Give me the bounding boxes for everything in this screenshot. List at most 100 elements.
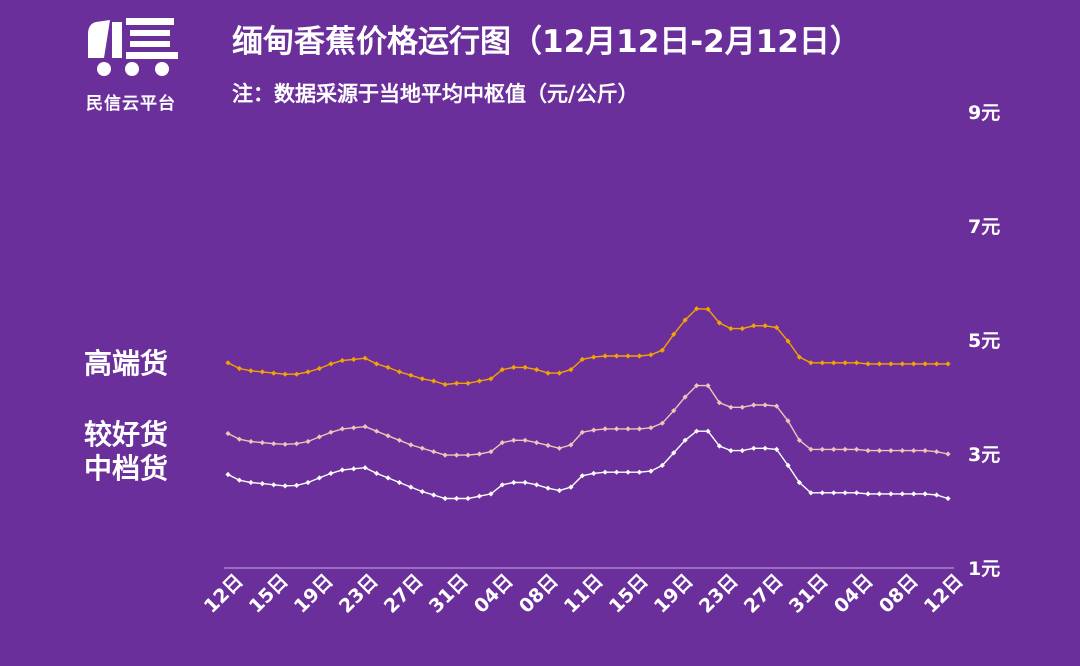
data-point	[659, 347, 665, 353]
x-tick-label: 11日	[560, 570, 608, 618]
data-point	[591, 470, 597, 476]
data-point	[819, 446, 825, 452]
data-point	[259, 481, 265, 487]
data-point	[454, 495, 460, 502]
data-point	[602, 469, 608, 475]
logo: 民信云平台	[84, 14, 194, 114]
data-point	[271, 441, 277, 447]
data-point	[739, 326, 745, 332]
series-label-mid: 中档货	[84, 452, 168, 485]
data-point	[236, 477, 242, 483]
data-point	[751, 402, 757, 408]
data-point	[351, 466, 357, 472]
x-tick-label: 04日	[830, 570, 878, 618]
data-point	[876, 491, 882, 497]
data-point	[591, 427, 597, 433]
data-point	[282, 371, 288, 377]
data-point	[499, 367, 505, 373]
data-point	[271, 370, 277, 376]
data-point	[671, 450, 677, 456]
data-point	[419, 445, 425, 451]
logo-text: 民信云平台	[86, 94, 176, 114]
data-point	[579, 473, 585, 479]
data-point	[534, 482, 540, 488]
data-point	[648, 468, 654, 474]
data-point	[385, 433, 391, 439]
data-point	[488, 491, 494, 497]
data-point	[899, 491, 905, 497]
data-point	[248, 438, 254, 445]
data-point	[716, 443, 722, 449]
data-point	[945, 495, 951, 502]
data-point	[842, 360, 848, 366]
data-point	[911, 448, 917, 454]
x-tick-label: 15日	[245, 570, 293, 618]
series-line-good	[227, 384, 949, 456]
data-point	[648, 425, 654, 431]
data-point	[511, 364, 517, 370]
data-point	[316, 434, 322, 440]
data-point	[739, 448, 745, 454]
data-point	[396, 437, 402, 443]
data-point	[785, 338, 791, 344]
y-axis: 1元 3元 5元 7元 9元	[968, 102, 1000, 580]
data-point	[294, 371, 300, 377]
data-point	[796, 479, 802, 486]
data-point	[545, 370, 551, 376]
data-point	[476, 493, 482, 499]
data-point	[419, 376, 425, 382]
data-point	[328, 470, 334, 476]
data-point	[888, 491, 894, 497]
x-tick-label: 08日	[875, 570, 923, 618]
x-tick-label: 31日	[425, 570, 473, 618]
data-point	[716, 400, 722, 406]
series-line-mid	[227, 430, 949, 500]
data-point	[636, 469, 642, 475]
data-point	[419, 489, 425, 495]
data-point	[602, 426, 608, 432]
data-point	[442, 381, 448, 388]
data-point	[431, 449, 437, 455]
data-point	[351, 356, 357, 362]
data-point	[705, 383, 711, 389]
data-point	[751, 323, 757, 329]
data-point	[625, 469, 631, 475]
y-tick-label: 7元	[968, 216, 1000, 238]
data-point	[854, 446, 860, 452]
series-lines	[225, 306, 951, 502]
data-point	[259, 369, 265, 375]
data-point	[339, 467, 345, 473]
data-point	[785, 462, 791, 468]
data-point	[442, 495, 448, 502]
data-point	[808, 490, 814, 496]
x-tick-label: 31日	[785, 570, 833, 618]
data-point	[556, 370, 562, 376]
data-point	[614, 353, 620, 359]
chart-subtitle: 注：数据采源于当地平均中枢值（元/公斤）	[232, 82, 639, 106]
x-tick-label: 19日	[650, 570, 698, 618]
data-point	[728, 404, 734, 410]
data-point	[865, 448, 871, 454]
data-point	[339, 426, 345, 432]
data-point	[808, 360, 814, 366]
data-point	[659, 420, 665, 426]
data-point	[374, 361, 380, 367]
data-point	[305, 369, 311, 375]
data-point	[271, 482, 277, 488]
x-tick-label: 04日	[470, 570, 518, 618]
data-point	[545, 442, 551, 449]
data-point	[225, 430, 231, 437]
data-point	[362, 355, 368, 361]
data-point	[465, 452, 471, 458]
data-point	[408, 484, 414, 490]
data-point	[694, 306, 700, 312]
data-point	[774, 403, 780, 409]
data-point	[614, 469, 620, 475]
data-point	[374, 470, 380, 476]
data-point	[522, 437, 528, 443]
data-point	[591, 354, 597, 360]
data-point	[534, 440, 540, 446]
data-point	[728, 326, 734, 332]
data-point	[694, 428, 700, 434]
data-point	[396, 479, 402, 486]
